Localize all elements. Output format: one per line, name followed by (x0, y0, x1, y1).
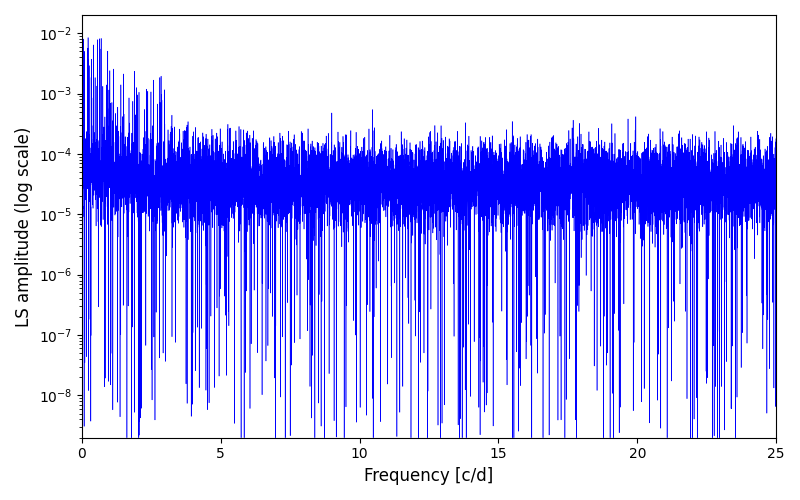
Y-axis label: LS amplitude (log scale): LS amplitude (log scale) (15, 126, 33, 326)
X-axis label: Frequency [c/d]: Frequency [c/d] (364, 467, 494, 485)
